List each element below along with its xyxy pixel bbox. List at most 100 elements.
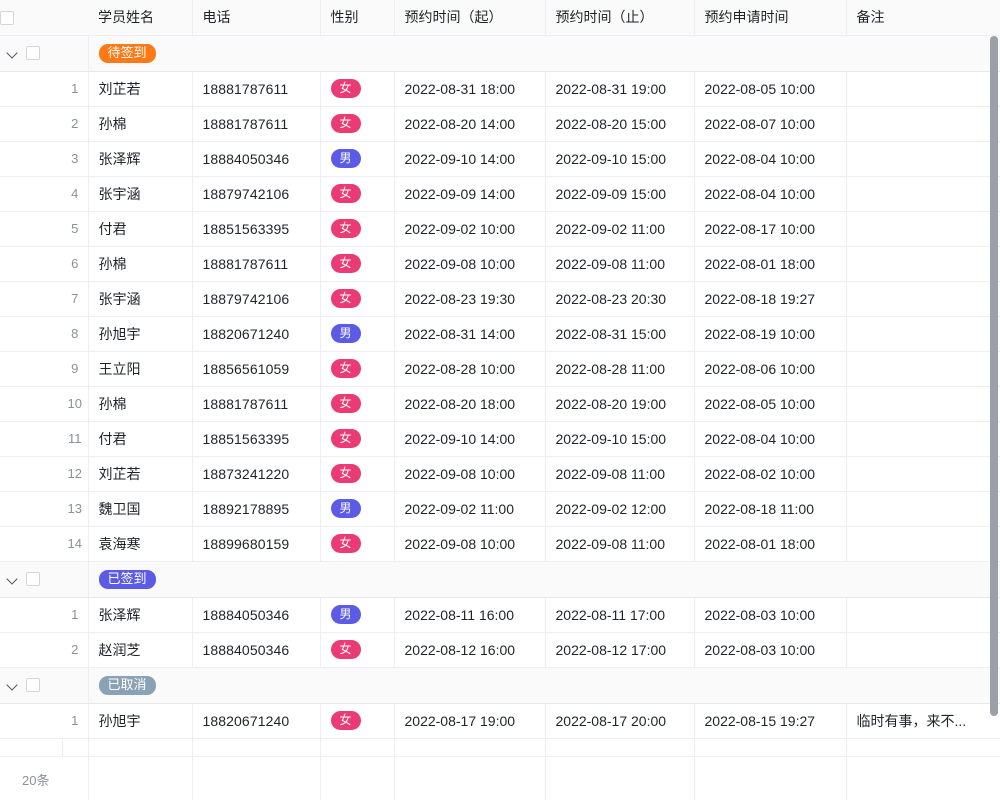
row-select-cell[interactable] [0, 386, 62, 422]
row-remark [846, 491, 1000, 527]
table-row[interactable]: 12 刘芷若 18873241220 女 2022-09-08 10:00 2022-09… [0, 456, 1000, 492]
row-phone: 18873241220 [192, 456, 321, 492]
row-start-time: 2022-08-31 18:00 [394, 71, 546, 107]
row-start-time: 2022-09-02 10:00 [394, 211, 546, 247]
row-start-time: 2022-09-08 10:00 [394, 246, 546, 282]
row-phone: 18884050346 [192, 597, 321, 633]
row-gender-cell: 女 [320, 281, 395, 317]
row-student-name: 张宇涵 [88, 176, 193, 212]
row-index: 13 [62, 491, 89, 527]
gender-badge: 女 [330, 464, 361, 483]
row-select-cell[interactable] [0, 456, 62, 492]
table-row[interactable]: 13 魏卫国 18892178895 男 2022-09-02 11:00 2022-09… [0, 491, 1000, 527]
header-apply[interactable]: 预约申请时间 [694, 0, 847, 36]
row-start-time: 2022-08-11 16:00 [394, 597, 546, 633]
row-end-time: 2022-08-23 20:30 [545, 281, 695, 317]
row-student-name: 王立阳 [88, 351, 193, 387]
group-header-row[interactable]: 已签到 [0, 561, 1000, 598]
row-remark [846, 351, 1000, 387]
row-remark [846, 456, 1000, 492]
header-gender[interactable]: 性别 [320, 0, 395, 36]
row-select-cell[interactable] [0, 141, 62, 177]
group-select-checkbox[interactable] [26, 46, 40, 60]
row-gender-cell: 女 [320, 632, 395, 668]
row-phone: 18879742106 [192, 176, 321, 212]
table-row[interactable]: 11 付君 18851563395 女 2022-09-10 14:00 2022-09-… [0, 421, 1000, 457]
group-toggle-cell[interactable] [0, 667, 89, 704]
row-select-cell[interactable] [0, 351, 62, 387]
row-apply-time: 2022-08-04 10:00 [694, 141, 847, 177]
row-select-cell[interactable] [0, 211, 62, 247]
row-remark [846, 281, 1000, 317]
gender-badge: 男 [330, 499, 361, 518]
row-select-cell[interactable] [0, 526, 62, 562]
header-end[interactable]: 预约时间（止） [545, 0, 695, 36]
row-gender-cell: 女 [320, 106, 395, 142]
table-row[interactable]: 3 张泽辉 18884050346 男 2022-09-10 14:00 2022-09-… [0, 141, 1000, 177]
row-select-cell[interactable] [0, 176, 62, 212]
header-phone[interactable]: 电话 [192, 0, 321, 36]
chevron-down-icon[interactable] [6, 46, 20, 60]
table-row[interactable]: 1 孙旭宇 18820671240 女 2022-08-17 19:00 2022-08-… [0, 703, 1000, 739]
row-select-cell[interactable] [0, 246, 62, 282]
row-remark [846, 71, 1000, 107]
row-select-cell[interactable] [0, 71, 62, 107]
header-start[interactable]: 预约时间（起） [394, 0, 546, 36]
vertical-scrollbar[interactable] [990, 36, 998, 758]
chevron-down-icon[interactable] [6, 572, 20, 586]
table-row[interactable]: 1 刘芷若 18881787611 女 2022-08-31 18:00 2022-08-… [0, 71, 1000, 107]
table-row[interactable]: 8 孙旭宇 18820671240 男 2022-08-31 14:00 2022-08-… [0, 316, 1000, 352]
row-remark [846, 421, 1000, 457]
row-apply-time: 2022-08-05 10:00 [694, 386, 847, 422]
row-start-time: 2022-09-08 10:00 [394, 456, 546, 492]
header-remark[interactable]: 备注 [846, 0, 1000, 36]
row-index: 11 [62, 421, 89, 457]
gender-badge: 女 [330, 254, 361, 273]
row-select-cell[interactable] [0, 491, 62, 527]
row-remark [846, 141, 1000, 177]
row-select-cell[interactable] [0, 597, 62, 633]
row-select-cell[interactable] [0, 106, 62, 142]
table-row[interactable]: 4 张宇涵 18879742106 女 2022-09-09 14:00 2022-09-… [0, 176, 1000, 212]
group-select-checkbox[interactable] [26, 678, 40, 692]
table-row[interactable]: 2 孙棉 18881787611 女 2022-08-20 14:00 2022-08-2… [0, 106, 1000, 142]
row-start-time: 2022-08-28 10:00 [394, 351, 546, 387]
row-select-cell[interactable] [0, 703, 62, 739]
table-row[interactable]: 10 孙棉 18881787611 女 2022-08-20 18:00 2022-08-… [0, 386, 1000, 422]
chevron-down-icon[interactable] [6, 678, 20, 692]
table-row[interactable]: 9 王立阳 18856561059 女 2022-08-28 10:00 2022-08-… [0, 351, 1000, 387]
row-remark: 临时有事，来不... [846, 703, 1000, 739]
row-select-cell[interactable] [0, 316, 62, 352]
gender-badge: 女 [330, 79, 361, 98]
row-apply-time: 2022-08-03 10:00 [694, 632, 847, 668]
select-all-checkbox[interactable] [0, 11, 14, 26]
group-select-checkbox[interactable] [26, 572, 40, 586]
row-remark [846, 632, 1000, 668]
table-row[interactable]: 14 袁海寒 18899680159 女 2022-09-08 10:00 2022-09… [0, 526, 1000, 562]
group-toggle-cell[interactable] [0, 35, 89, 72]
gender-badge: 女 [330, 289, 361, 308]
table-row[interactable]: 5 付君 18851563395 女 2022-09-02 10:00 2022-09-0… [0, 211, 1000, 247]
group-header-row[interactable]: 待签到 [0, 35, 1000, 72]
header-name[interactable]: 学员姓名 [88, 0, 193, 36]
table-body: 待签到 1 刘芷若 18881787611 女 2022-08-31 18:00 2022-… [0, 35, 1000, 760]
row-select-cell[interactable] [0, 281, 62, 317]
row-apply-time: 2022-08-01 18:00 [694, 246, 847, 282]
table-row[interactable]: 6 孙棉 18881787611 女 2022-09-08 10:00 2022-09-0… [0, 246, 1000, 282]
row-index: 1 [62, 703, 89, 739]
row-index: 6 [62, 246, 89, 282]
row-remark [846, 316, 1000, 352]
table-row[interactable]: 1 张泽辉 18884050346 男 2022-08-11 16:00 2022-08-… [0, 597, 1000, 633]
gender-badge: 女 [330, 711, 361, 730]
table-row[interactable]: 2 赵润芝 18884050346 女 2022-08-12 16:00 2022-08-… [0, 632, 1000, 668]
row-gender-cell: 男 [320, 597, 395, 633]
row-select-cell[interactable] [0, 421, 62, 457]
group-header-row[interactable]: 已取消 [0, 667, 1000, 704]
group-toggle-cell[interactable] [0, 561, 89, 598]
row-student-name: 魏卫国 [88, 491, 193, 527]
row-index: 4 [62, 176, 89, 212]
vertical-scrollbar-thumb[interactable] [990, 36, 998, 716]
table-row[interactable]: 7 张宇涵 18879742106 女 2022-08-23 19:30 2022-08-… [0, 281, 1000, 317]
row-select-cell[interactable] [0, 632, 62, 668]
